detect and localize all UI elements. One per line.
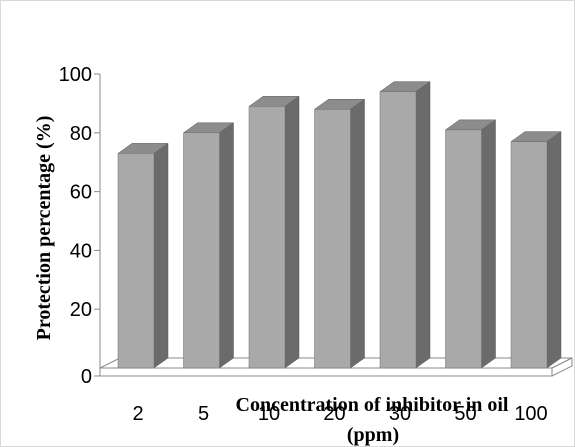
bar-front — [380, 92, 416, 368]
bar-front — [511, 142, 547, 368]
bar — [511, 132, 561, 368]
bar-side — [285, 96, 299, 368]
y-tick-label: 100 — [59, 64, 92, 86]
bar-side — [154, 143, 168, 368]
bar — [446, 120, 496, 368]
x-tick-label: 5 — [198, 403, 209, 425]
y-tick-label: 0 — [81, 366, 92, 388]
bar-front — [249, 106, 285, 368]
bar — [249, 96, 299, 368]
bar-front — [118, 153, 154, 368]
x-axis-title-line1: Concentration of inhibitor in oil — [236, 394, 509, 416]
x-tick-label: 100 — [514, 403, 547, 425]
bar — [315, 99, 365, 368]
y-axis-title: Protection percentage (%) — [33, 116, 55, 341]
floor-front — [100, 368, 552, 376]
bar-front — [184, 133, 220, 368]
y-tick-label: 60 — [70, 182, 92, 204]
bar-side — [416, 82, 430, 368]
bar-side — [547, 132, 561, 368]
y-tick-label: 40 — [70, 240, 92, 262]
bar-side — [482, 120, 496, 368]
bar-front — [446, 130, 482, 368]
bar-side — [351, 99, 365, 368]
bar-front — [315, 109, 351, 368]
y-tick-label: 20 — [70, 299, 92, 321]
bar-side — [220, 123, 234, 368]
x-axis-title-line2: (ppm) — [347, 424, 399, 446]
y-tick-label: 80 — [70, 123, 92, 145]
bar — [184, 123, 234, 368]
y-axis: 0 20 40 60 80 100 — [59, 64, 100, 388]
bars — [118, 82, 561, 368]
bar — [118, 143, 168, 368]
bar — [380, 82, 430, 368]
x-tick-label: 2 — [132, 403, 143, 425]
